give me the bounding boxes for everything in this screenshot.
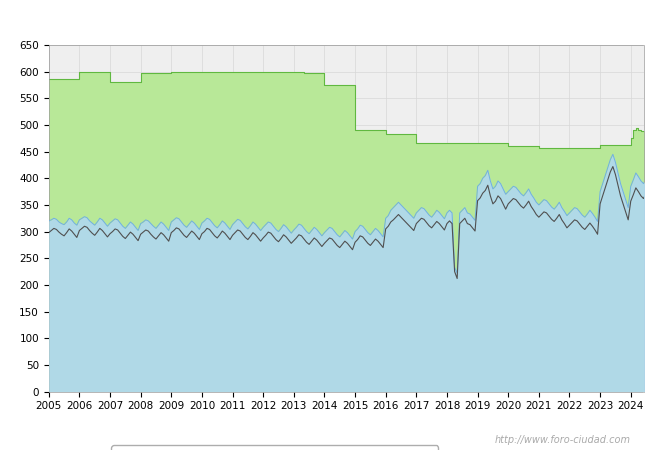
Text: http://www.foro-ciudad.com: http://www.foro-ciudad.com: [495, 435, 630, 445]
Legend: Ocupados, Parados, Hab. entre 16-64: Ocupados, Parados, Hab. entre 16-64: [111, 446, 438, 450]
Text: Ballobar - Evolucion de la poblacion en edad de Trabajar Mayo de 2024: Ballobar - Evolucion de la poblacion en …: [88, 15, 562, 28]
